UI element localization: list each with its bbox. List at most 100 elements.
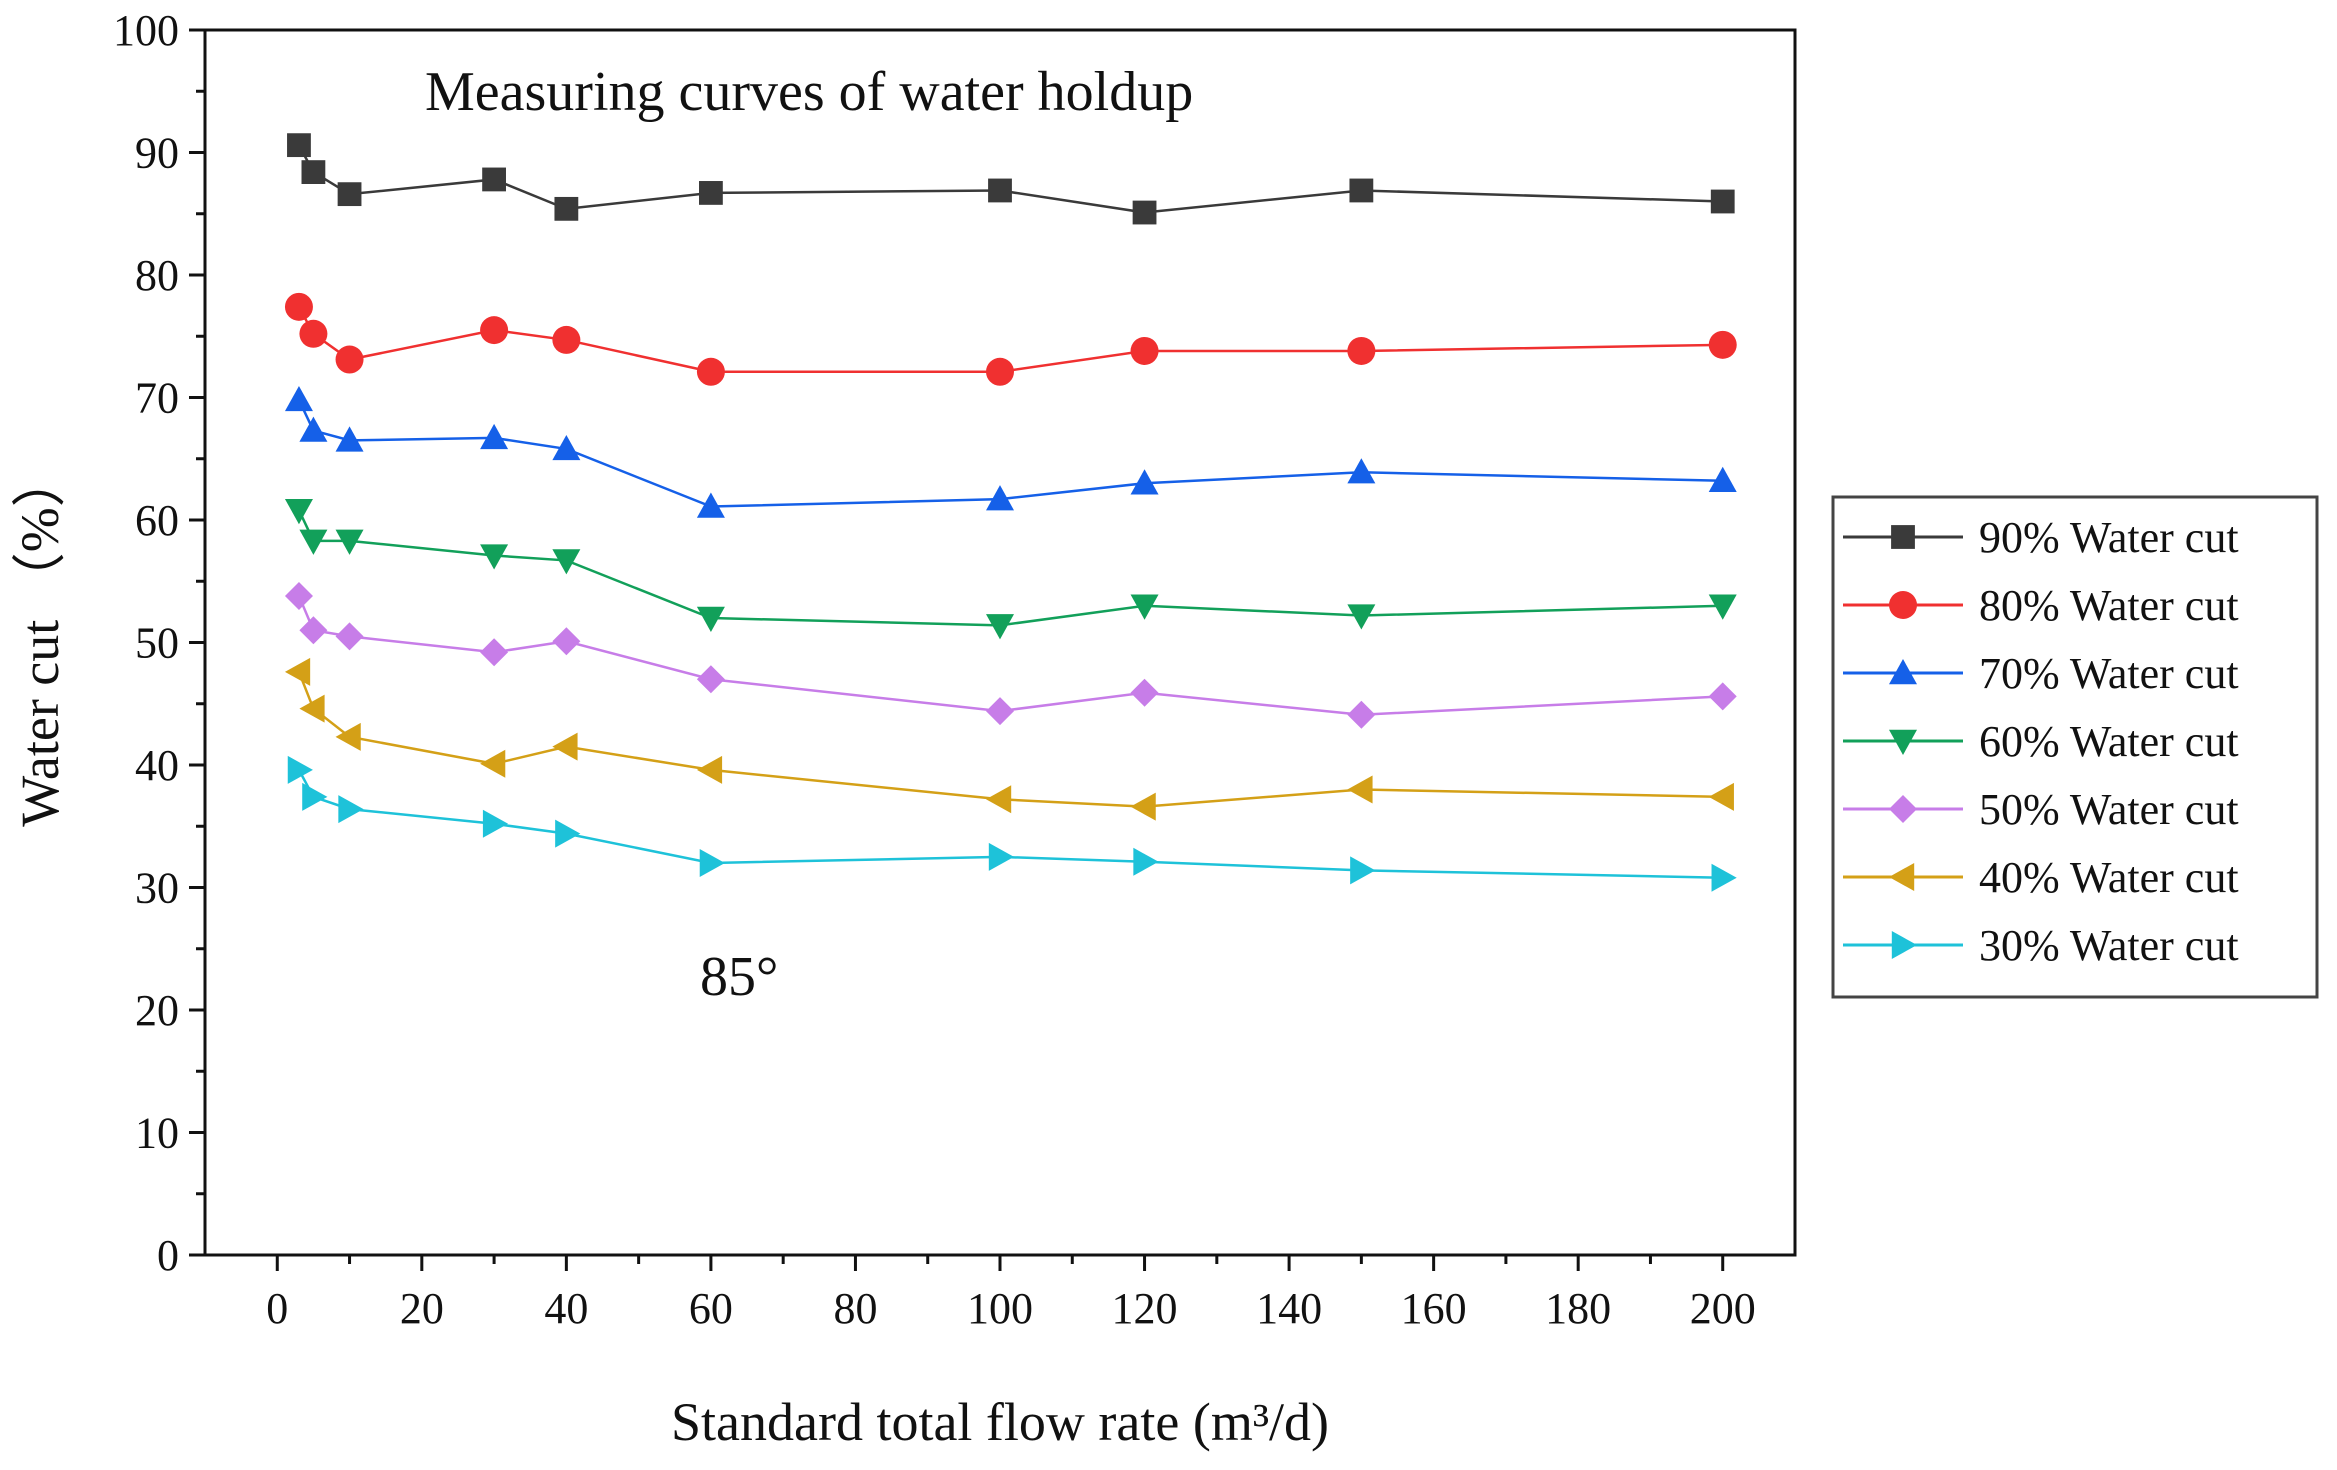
x-tick-label: 80 (833, 1284, 877, 1333)
data-point (554, 196, 579, 221)
legend-label: 60% Water cut (1979, 717, 2239, 766)
y-tick-label: 70 (135, 374, 179, 423)
series-line (297, 509, 1723, 627)
legend-label: 40% Water cut (1979, 853, 2239, 902)
data-point (482, 809, 509, 838)
chart-title: Measuring curves of water holdup (425, 61, 1193, 123)
data-point (335, 345, 364, 374)
data-point (335, 529, 364, 555)
data-point (299, 694, 325, 723)
legend-label: 50% Water cut (1979, 785, 2239, 834)
data-point (299, 319, 328, 348)
data-point (552, 732, 578, 761)
y-tick-label: 50 (135, 619, 179, 668)
data-point (335, 622, 364, 651)
data-point (335, 722, 361, 751)
angle-annotation: 85° (700, 946, 778, 1008)
legend-label: 70% Water cut (1979, 649, 2239, 698)
data-point (699, 849, 725, 877)
data-point (480, 749, 506, 778)
data-point (1708, 682, 1737, 711)
series-30-water-cut (287, 755, 1737, 892)
legend-label: 90% Water cut (1979, 513, 2239, 562)
x-axis-title: Standard total flow rate (m³/d) (671, 1392, 1329, 1452)
data-point (1130, 594, 1159, 620)
data-point (1350, 856, 1376, 885)
y-tick-label: 10 (135, 1109, 179, 1158)
series-line (297, 306, 1723, 374)
data-point (335, 426, 364, 452)
data-point (284, 292, 313, 321)
y-tick-label: 20 (135, 986, 179, 1035)
x-tick-label: 60 (689, 1284, 733, 1333)
y-tick-label: 80 (135, 251, 179, 300)
series-60-water-cut (284, 499, 1737, 640)
legend-marker (1889, 659, 1917, 685)
data-point (552, 434, 581, 461)
data-point (1708, 594, 1737, 620)
data-point (696, 357, 725, 386)
series-line (297, 671, 1723, 808)
data-point (284, 499, 313, 525)
x-tick-label: 180 (1545, 1284, 1611, 1333)
data-point (1708, 330, 1737, 359)
y-tick-label: 30 (135, 864, 179, 913)
data-point (1347, 336, 1376, 365)
data-point (1132, 200, 1157, 225)
data-point (480, 423, 509, 450)
series-80-water-cut (284, 292, 1737, 386)
data-point (986, 485, 1014, 511)
y-axis-title: Water cut （%） (10, 453, 70, 827)
data-point (480, 316, 509, 345)
data-point (299, 616, 328, 645)
data-point (552, 627, 581, 656)
x-tick-label: 140 (1256, 1284, 1322, 1333)
data-point (1708, 782, 1734, 811)
x-tick-label: 20 (400, 1284, 444, 1333)
data-point (337, 182, 362, 207)
series-40-water-cut (284, 657, 1734, 821)
data-point (1710, 189, 1735, 214)
legend-marker (1889, 729, 1917, 755)
series-line (297, 399, 1723, 508)
data-point (284, 657, 311, 686)
data-point (1347, 604, 1376, 630)
data-point (986, 697, 1014, 726)
data-point (552, 549, 581, 575)
series-90-water-cut (287, 133, 1735, 225)
data-point (986, 614, 1014, 640)
series-50-water-cut (284, 581, 1737, 729)
data-point (1130, 469, 1159, 495)
data-point (1133, 847, 1159, 876)
data-point (986, 785, 1012, 814)
x-tick-label: 100 (967, 1284, 1033, 1333)
x-tick-label: 160 (1401, 1284, 1467, 1333)
data-point (1347, 775, 1373, 804)
y-tick-label: 40 (135, 741, 179, 790)
series-line (297, 144, 1723, 214)
data-point (1711, 863, 1737, 892)
x-tick-label: 0 (266, 1284, 288, 1333)
data-point (988, 842, 1014, 871)
data-point (299, 416, 328, 442)
data-point (1347, 700, 1376, 729)
data-point (287, 755, 313, 784)
legend-marker (1891, 525, 1915, 549)
data-point (301, 160, 326, 184)
data-point (1130, 336, 1159, 365)
x-tick-label: 40 (544, 1284, 588, 1333)
data-point (696, 492, 725, 518)
y-tick-label: 60 (135, 496, 179, 545)
data-point (302, 782, 328, 811)
data-point (480, 544, 509, 570)
data-point (552, 325, 581, 354)
data-point (482, 167, 506, 192)
data-point (555, 819, 581, 848)
data-point (1708, 466, 1737, 492)
legend-marker (1889, 863, 1915, 891)
plot-frame (203, 28, 1797, 1257)
data-point (986, 357, 1014, 386)
series-line (297, 769, 1723, 879)
